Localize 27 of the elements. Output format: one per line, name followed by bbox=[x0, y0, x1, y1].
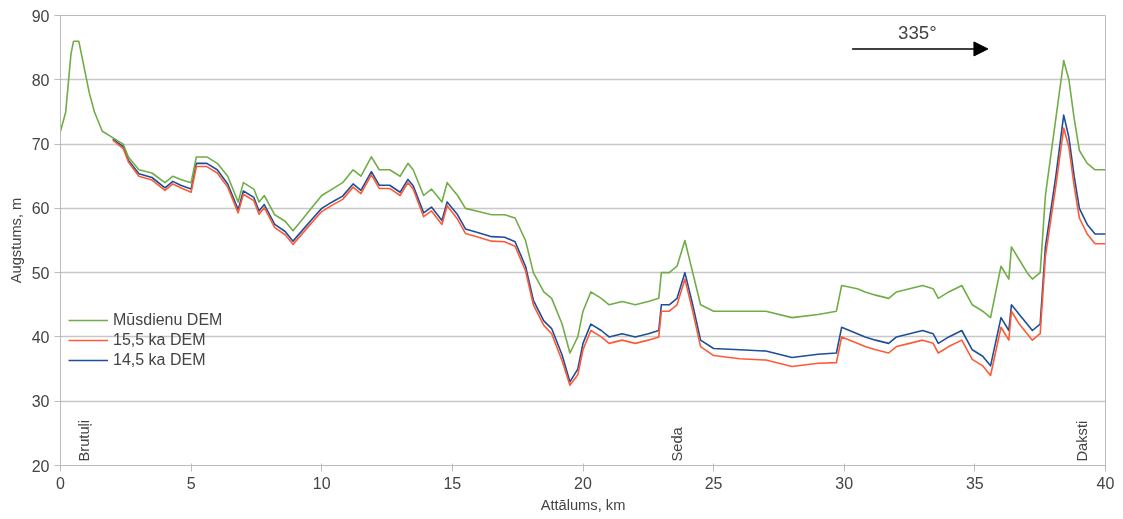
legend-label: 15,5 ka DEM bbox=[113, 331, 206, 349]
legend-label: 14,5 ka DEM bbox=[113, 351, 206, 369]
annotation: Daksti bbox=[1073, 420, 1090, 462]
y-tick-label: 90 bbox=[31, 7, 50, 25]
x-axis-title: Attālums, km bbox=[540, 496, 626, 513]
y-tick-label: 80 bbox=[31, 71, 50, 89]
x-tick-label: 35 bbox=[965, 474, 984, 492]
y-tick-label: 20 bbox=[31, 457, 50, 475]
y-tick-label: 40 bbox=[31, 328, 50, 346]
x-tick-label: 10 bbox=[312, 474, 331, 492]
y-tick-label: 60 bbox=[31, 200, 50, 218]
x-tick-label: 20 bbox=[574, 474, 592, 492]
x-tick-label: 15 bbox=[443, 474, 462, 492]
annotation: Brutuļi bbox=[76, 419, 93, 462]
line-series bbox=[60, 40, 1106, 354]
annotation: Seda bbox=[669, 426, 686, 462]
x-tick-label: 40 bbox=[1096, 474, 1115, 492]
annotation: 335° bbox=[898, 21, 937, 43]
y-axis-title: Augstums, m bbox=[7, 197, 24, 284]
x-tick-label: 30 bbox=[835, 474, 854, 492]
x-tick-label: 0 bbox=[56, 474, 66, 492]
y-tick-label: 30 bbox=[31, 393, 50, 411]
x-tick-label: 5 bbox=[186, 474, 196, 492]
y-tick-label: 50 bbox=[31, 264, 50, 282]
legend-label: Mūsdienu DEM bbox=[113, 311, 223, 329]
x-tick-label: 25 bbox=[704, 474, 723, 492]
y-tick-label: 70 bbox=[31, 136, 50, 154]
